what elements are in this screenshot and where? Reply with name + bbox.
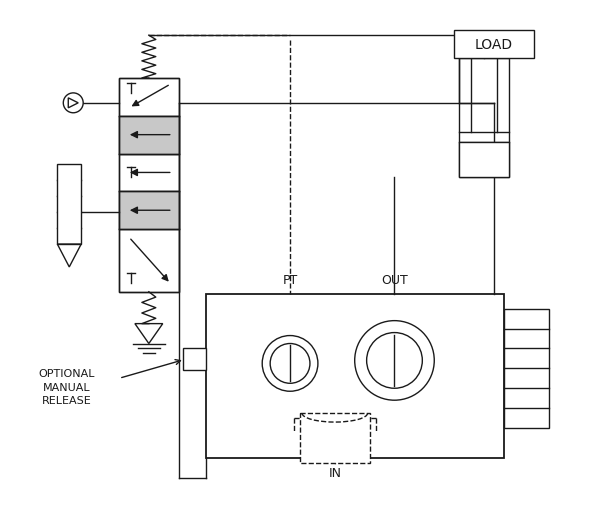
Text: PT: PT <box>283 273 298 286</box>
Text: IN: IN <box>328 466 341 479</box>
Bar <box>119 192 179 230</box>
Bar <box>119 79 179 292</box>
Bar <box>454 31 534 59</box>
Circle shape <box>262 336 318 391</box>
Bar <box>459 143 509 178</box>
Bar <box>206 294 504 458</box>
Bar <box>504 309 548 428</box>
Circle shape <box>63 94 83 114</box>
Bar <box>119 79 179 292</box>
Bar <box>300 413 370 463</box>
Circle shape <box>270 344 310 384</box>
Text: OPTIONAL
MANUAL
RELEASE: OPTIONAL MANUAL RELEASE <box>38 369 95 405</box>
Text: OUT: OUT <box>381 273 408 286</box>
Bar <box>182 349 206 371</box>
Text: LOAD: LOAD <box>475 38 513 52</box>
Circle shape <box>367 333 422 388</box>
Bar <box>459 59 509 178</box>
Circle shape <box>355 321 434 401</box>
Bar <box>58 165 81 244</box>
Bar <box>119 117 179 154</box>
